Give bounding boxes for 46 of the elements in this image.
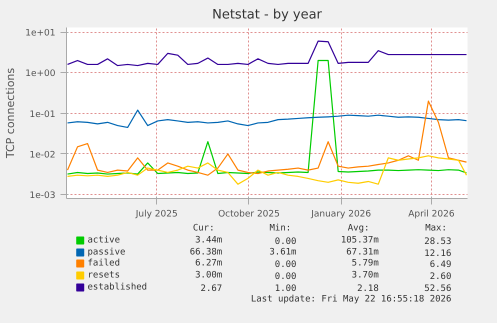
text: 6.49 (430, 260, 452, 270)
x-tick-label: October 2025 (218, 210, 280, 220)
legend-label: failed (87, 258, 120, 268)
text: 12.16 (424, 249, 452, 259)
text: 52.56 (424, 284, 452, 294)
y-tick-label: 1e-01 (30, 110, 56, 120)
text: Min: (269, 224, 292, 234)
text: 28.53 (424, 237, 452, 247)
text: 2.60 (430, 272, 452, 282)
text: 0.00 (274, 260, 296, 270)
line-series (66, 155, 468, 185)
text: 2.18 (357, 284, 379, 294)
text: 67.31m (346, 248, 379, 258)
text: 1.00 (274, 284, 296, 294)
text: 66.38m (190, 248, 222, 258)
text: 105.37m (340, 236, 379, 246)
line-series (66, 40, 468, 66)
text: Max: (425, 224, 447, 234)
chart-title: Netstat - by year (212, 8, 323, 22)
y-tick-label: 1e-03 (30, 191, 56, 202)
line-series (66, 60, 468, 175)
line-series (66, 110, 468, 128)
y-tick-label: 1e-02 (30, 150, 56, 160)
x-tick-label: April 2026 (408, 210, 455, 220)
text: Avg: (348, 224, 370, 234)
text: 5.79m (352, 258, 379, 268)
line-series (66, 100, 468, 176)
text: 3.44m (195, 236, 222, 246)
y-tick-label: 1e+01 (25, 28, 56, 39)
text: Last update: Fri May 22 16:55:18 2026 (250, 294, 452, 304)
text: Cur: (192, 224, 215, 234)
text: 0.00 (274, 272, 296, 282)
x-tick-label: July 2025 (134, 210, 178, 220)
text: 0.00 (274, 237, 296, 247)
legend-label: resets (87, 270, 120, 280)
y-axis-title: TCP connections (4, 68, 18, 160)
legend-label: passive (87, 248, 126, 258)
x-tick-label: January 2026 (310, 210, 372, 220)
text: 3.70m (352, 270, 379, 280)
text: 6.27m (195, 258, 222, 268)
text: 3.61m (269, 248, 296, 258)
y-tick-label: 1e+00 (25, 69, 56, 80)
text: 2.67 (200, 284, 222, 294)
legend-label: active (87, 236, 120, 246)
text: 3.00m (195, 270, 222, 280)
legend-label: established (87, 282, 148, 292)
